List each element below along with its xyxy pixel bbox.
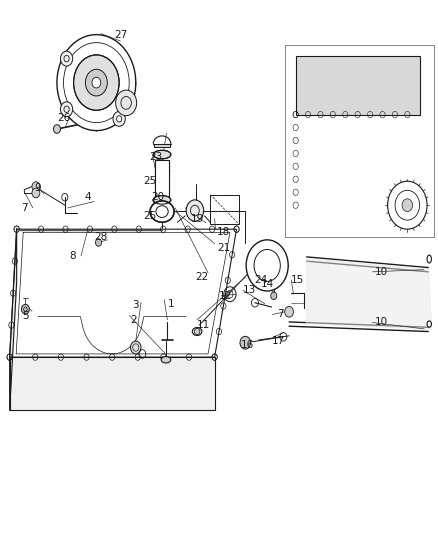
- Ellipse shape: [161, 357, 171, 363]
- Text: 12: 12: [219, 291, 232, 301]
- Circle shape: [116, 90, 137, 116]
- Ellipse shape: [153, 150, 171, 159]
- Text: 7: 7: [21, 203, 28, 213]
- Text: 1: 1: [167, 299, 174, 309]
- Text: 16: 16: [241, 341, 254, 350]
- Text: 21: 21: [217, 243, 230, 253]
- Bar: [154, 144, 170, 147]
- Circle shape: [131, 341, 141, 354]
- Text: 17: 17: [272, 336, 285, 346]
- Circle shape: [95, 239, 102, 246]
- Text: 8: 8: [69, 251, 76, 261]
- Text: 27: 27: [114, 30, 127, 39]
- Text: 4: 4: [84, 192, 91, 202]
- Text: 25: 25: [143, 176, 156, 186]
- Bar: [296, 56, 420, 115]
- Text: 15: 15: [291, 275, 304, 285]
- Ellipse shape: [150, 201, 174, 222]
- Text: 9: 9: [34, 183, 41, 193]
- Circle shape: [285, 306, 293, 317]
- Circle shape: [246, 240, 288, 291]
- Text: 10: 10: [374, 267, 388, 277]
- Circle shape: [186, 200, 204, 221]
- Text: 20: 20: [151, 192, 164, 202]
- Text: 23: 23: [149, 152, 162, 162]
- Text: 19: 19: [191, 214, 204, 223]
- Circle shape: [74, 55, 119, 110]
- Text: 11: 11: [197, 320, 210, 330]
- Text: 2: 2: [130, 315, 137, 325]
- Polygon shape: [10, 357, 215, 410]
- Circle shape: [402, 199, 413, 212]
- Circle shape: [388, 181, 427, 229]
- Text: 13: 13: [243, 286, 256, 295]
- Bar: [155, 160, 169, 205]
- Text: 22: 22: [195, 272, 208, 282]
- Circle shape: [21, 304, 29, 314]
- Text: 3: 3: [132, 300, 139, 310]
- Text: 10: 10: [374, 318, 388, 327]
- Circle shape: [53, 125, 60, 133]
- Text: 18: 18: [217, 227, 230, 237]
- Text: 5: 5: [22, 311, 29, 320]
- Polygon shape: [10, 229, 237, 357]
- Circle shape: [60, 51, 73, 66]
- Circle shape: [92, 77, 101, 88]
- Circle shape: [240, 336, 251, 349]
- Bar: [285, 45, 434, 237]
- Circle shape: [60, 102, 73, 117]
- Bar: [210, 195, 239, 224]
- Circle shape: [32, 188, 40, 198]
- Polygon shape: [10, 229, 17, 410]
- Circle shape: [32, 182, 40, 191]
- Circle shape: [57, 35, 136, 131]
- Ellipse shape: [153, 196, 171, 204]
- Text: 26: 26: [57, 114, 70, 123]
- Text: 7: 7: [277, 310, 284, 319]
- Polygon shape: [307, 259, 432, 329]
- Circle shape: [113, 111, 125, 126]
- Text: 28: 28: [94, 232, 107, 242]
- Text: 14: 14: [261, 279, 274, 288]
- Text: 25: 25: [143, 211, 156, 221]
- Text: 24: 24: [254, 275, 267, 285]
- Circle shape: [85, 69, 107, 96]
- Circle shape: [271, 292, 277, 300]
- Ellipse shape: [192, 327, 202, 336]
